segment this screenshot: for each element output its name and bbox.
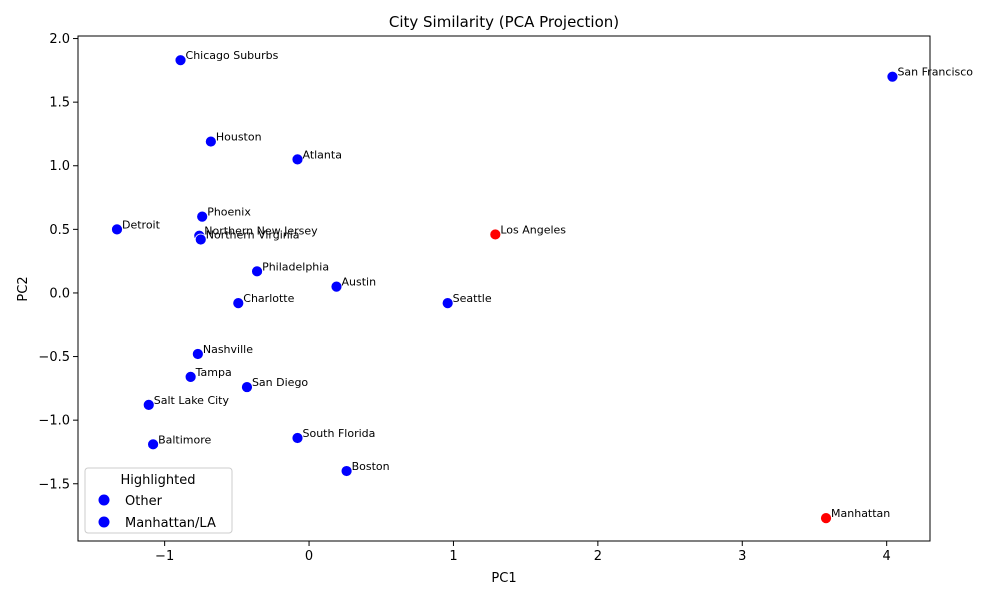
y-tick-label: 2.0 bbox=[49, 32, 70, 47]
point-label: Seattle bbox=[453, 292, 492, 305]
point-label: Chicago Suburbs bbox=[186, 49, 279, 62]
data-point bbox=[291, 432, 304, 444]
data-point bbox=[184, 371, 197, 383]
data-point bbox=[111, 223, 123, 236]
point-label: Northern New Jersey bbox=[204, 225, 318, 238]
data-point bbox=[886, 70, 899, 83]
x-tick-label: 2 bbox=[594, 549, 602, 564]
data-points bbox=[111, 54, 899, 525]
point-label: Salt Lake City bbox=[154, 394, 230, 407]
data-point bbox=[340, 465, 353, 477]
x-tick-label: 0 bbox=[305, 549, 313, 564]
x-axis-label: PC1 bbox=[491, 571, 516, 586]
data-point bbox=[441, 297, 454, 310]
legend-frame bbox=[84, 467, 233, 534]
y-tick-label: 1.0 bbox=[49, 159, 70, 174]
data-point bbox=[291, 153, 304, 166]
point-label: Houston bbox=[216, 131, 262, 144]
x-tick-label: −1 bbox=[155, 549, 174, 564]
y-tick-label: −1.0 bbox=[38, 414, 70, 429]
legend: Highlighted Other Manhattan/LA bbox=[84, 467, 233, 534]
point-label: Boston bbox=[352, 460, 390, 473]
point-label: San Diego bbox=[252, 376, 308, 389]
data-point bbox=[174, 54, 187, 67]
point-label: Tampa bbox=[195, 366, 232, 379]
x-axis: −1 0 1 2 3 4 bbox=[155, 541, 891, 564]
chart-title: City Similarity (PCA Projection) bbox=[389, 13, 619, 31]
x-tick-label: 1 bbox=[449, 549, 457, 564]
legend-entry-label: Other bbox=[125, 494, 163, 509]
y-tick-label: 0.5 bbox=[49, 223, 70, 238]
legend-entry-label: Manhattan/LA bbox=[125, 516, 216, 531]
point-label: San Francisco bbox=[897, 66, 973, 79]
point-label: Atlanta bbox=[302, 148, 341, 161]
data-point bbox=[820, 512, 832, 525]
data-point bbox=[241, 381, 253, 393]
x-tick-label: 4 bbox=[883, 549, 891, 564]
data-point bbox=[330, 280, 343, 293]
point-label: Detroit bbox=[122, 218, 161, 231]
data-point bbox=[147, 438, 159, 451]
y-tick-label: 0.0 bbox=[49, 286, 70, 301]
data-point bbox=[489, 228, 502, 241]
point-label: Los Angeles bbox=[500, 223, 566, 236]
point-label: Austin bbox=[341, 276, 376, 289]
point-label: Baltimore bbox=[158, 433, 211, 446]
point-label: Charlotte bbox=[243, 292, 294, 305]
y-axis: −1.5 −1.0 −0.5 0.0 0.5 1.0 1.5 2.0 bbox=[38, 32, 78, 492]
plot-area bbox=[77, 35, 931, 542]
point-label: Manhattan bbox=[831, 507, 890, 520]
point-label: Nashville bbox=[203, 343, 253, 356]
y-tick-label: −0.5 bbox=[38, 350, 70, 365]
data-point bbox=[232, 297, 245, 310]
legend-marker bbox=[98, 494, 110, 506]
data-point bbox=[194, 233, 207, 246]
y-tick-label: −1.5 bbox=[38, 477, 70, 492]
point-labels: Chicago Suburbs San Francisco Houston Atlan… bbox=[122, 49, 973, 520]
y-tick-label: 1.5 bbox=[49, 96, 70, 111]
y-axis-label: PC2 bbox=[16, 276, 31, 301]
x-tick-label: 3 bbox=[738, 549, 746, 564]
data-point bbox=[142, 398, 155, 411]
data-point bbox=[191, 348, 204, 360]
data-point bbox=[251, 265, 263, 278]
point-label: South Florida bbox=[302, 427, 375, 440]
point-label: Philadelphia bbox=[262, 260, 329, 273]
point-label: Northern Virginia bbox=[206, 229, 300, 242]
legend-title: Highlighted bbox=[121, 473, 196, 488]
point-label: Phoenix bbox=[207, 206, 251, 219]
data-point bbox=[204, 135, 217, 148]
legend-marker bbox=[98, 516, 110, 528]
data-point bbox=[196, 210, 209, 223]
